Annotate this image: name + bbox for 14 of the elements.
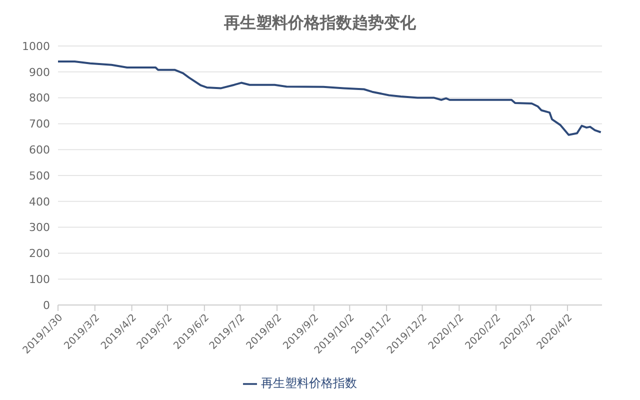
y-tick-label: 100 [29,273,50,286]
y-tick-label: 1000 [22,40,50,53]
y-tick-label: 800 [29,92,50,105]
y-tick-label: 500 [29,169,50,182]
y-tick-label: 300 [29,221,50,234]
y-tick-label: 700 [29,118,50,131]
legend-label: 再生塑料价格指数 [261,376,357,390]
y-tick-label: 900 [29,66,50,79]
line-series [58,60,602,136]
y-tick-label: 400 [29,195,50,208]
y-tick-label: 200 [29,247,50,260]
y-tick-label: 0 [43,298,50,312]
chart-title: 再生塑料价格指数趋势变化 [223,12,417,34]
y-tick-label: 600 [29,144,50,157]
